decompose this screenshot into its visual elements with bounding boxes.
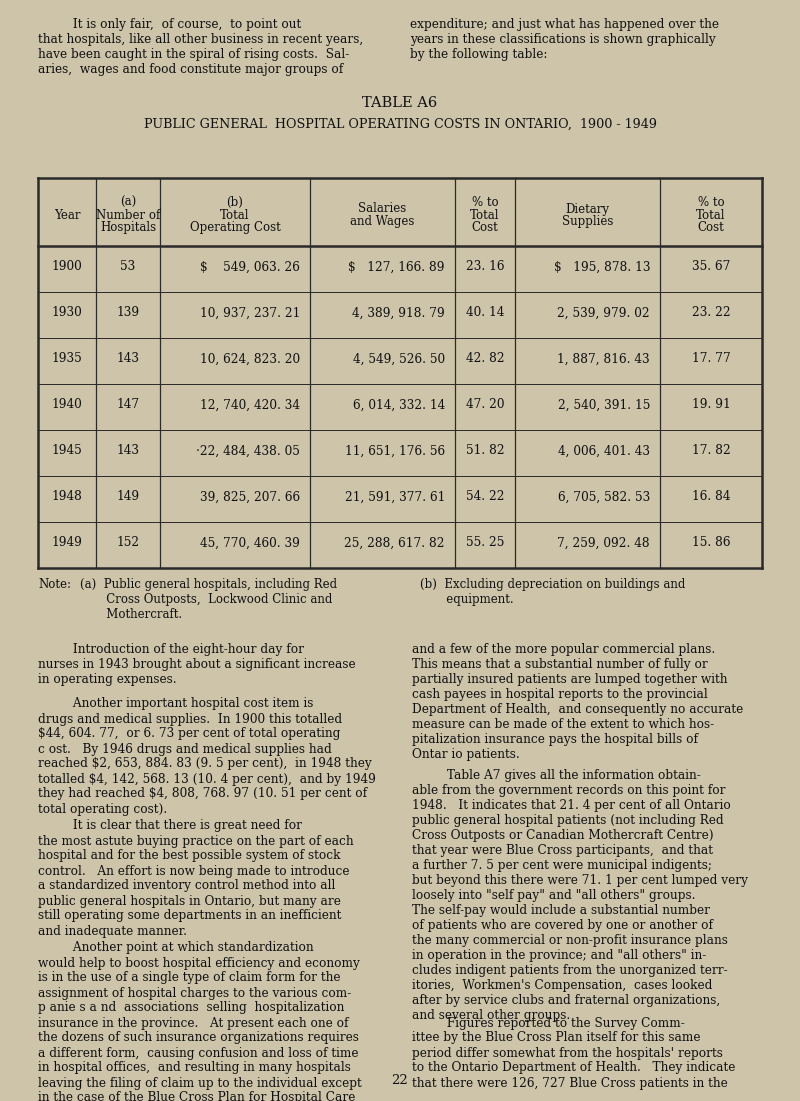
Text: Number of: Number of (96, 209, 160, 221)
Text: 45, 770, 460. 39: 45, 770, 460. 39 (200, 536, 300, 549)
Text: Supplies: Supplies (562, 215, 613, 228)
Text: Total: Total (220, 209, 250, 221)
Text: 12, 740, 420. 34: 12, 740, 420. 34 (200, 399, 300, 412)
Text: 147: 147 (117, 399, 139, 412)
Text: Another point at which standardization
would help to boost hospital efficiency a: Another point at which standardization w… (38, 941, 362, 1101)
Text: 42. 82: 42. 82 (466, 352, 504, 366)
Text: 143: 143 (117, 352, 139, 366)
Text: 139: 139 (117, 306, 139, 319)
Text: $    549, 063. 26: $ 549, 063. 26 (200, 261, 300, 273)
Text: 1900: 1900 (52, 261, 82, 273)
Text: 25, 288, 617. 82: 25, 288, 617. 82 (345, 536, 445, 549)
Text: 23. 22: 23. 22 (692, 306, 730, 319)
Text: 1949: 1949 (51, 536, 82, 549)
Text: Salaries: Salaries (358, 203, 406, 216)
Text: TABLE A6: TABLE A6 (362, 96, 438, 110)
Text: % to: % to (698, 196, 724, 209)
Text: 1945: 1945 (52, 445, 82, 458)
Text: 1935: 1935 (52, 352, 82, 366)
Text: 53: 53 (120, 261, 136, 273)
Text: 10, 937, 237. 21: 10, 937, 237. 21 (200, 306, 300, 319)
Text: 149: 149 (117, 491, 139, 503)
Text: 4, 006, 401. 43: 4, 006, 401. 43 (558, 445, 650, 458)
Text: 54. 22: 54. 22 (466, 491, 504, 503)
Text: 22: 22 (392, 1073, 408, 1087)
Text: 21, 591, 377. 61: 21, 591, 377. 61 (345, 491, 445, 503)
Text: 35. 67: 35. 67 (692, 261, 730, 273)
Text: 1, 887, 816. 43: 1, 887, 816. 43 (558, 352, 650, 366)
Text: Operating Cost: Operating Cost (190, 221, 280, 235)
Text: 10, 624, 823. 20: 10, 624, 823. 20 (200, 352, 300, 366)
Text: Cost: Cost (472, 221, 498, 235)
Text: Dietary: Dietary (566, 203, 610, 216)
Text: 4, 549, 526. 50: 4, 549, 526. 50 (353, 352, 445, 366)
Text: 4, 389, 918. 79: 4, 389, 918. 79 (352, 306, 445, 319)
Text: 17. 77: 17. 77 (692, 352, 730, 366)
Text: 23. 16: 23. 16 (466, 261, 504, 273)
Text: (b): (b) (226, 196, 243, 209)
Text: Total: Total (696, 209, 726, 221)
Text: (b)  Excluding depreciation on buildings and
       equipment.: (b) Excluding depreciation on buildings … (420, 578, 686, 606)
Text: Year: Year (54, 209, 80, 221)
Text: and Wages: and Wages (350, 215, 414, 228)
Text: 6, 014, 332. 14: 6, 014, 332. 14 (353, 399, 445, 412)
Text: Total: Total (470, 209, 500, 221)
Text: 17. 82: 17. 82 (692, 445, 730, 458)
Text: Table A7 gives all the information obtain-
able from the government records on t: Table A7 gives all the information obtai… (412, 768, 748, 1022)
Text: PUBLIC GENERAL  HOSPITAL OPERATING COSTS IN ONTARIO,  1900 - 1949: PUBLIC GENERAL HOSPITAL OPERATING COSTS … (143, 118, 657, 131)
Text: 7, 259, 092. 48: 7, 259, 092. 48 (558, 536, 650, 549)
Text: 1948: 1948 (51, 491, 82, 503)
Text: 143: 143 (117, 445, 139, 458)
Text: 55. 25: 55. 25 (466, 536, 504, 549)
Text: 11, 651, 176. 56: 11, 651, 176. 56 (345, 445, 445, 458)
Text: 1930: 1930 (52, 306, 82, 319)
Text: Cost: Cost (698, 221, 724, 235)
Text: Hospitals: Hospitals (100, 221, 156, 235)
Text: and a few of the more popular commercial plans.
This means that a substantial nu: and a few of the more popular commercial… (412, 643, 743, 761)
Text: 16. 84: 16. 84 (692, 491, 730, 503)
Text: 2, 540, 391. 15: 2, 540, 391. 15 (558, 399, 650, 412)
Text: expenditure; and just what has happened over the
years in these classifications : expenditure; and just what has happened … (410, 18, 719, 61)
Text: Note:: Note: (38, 578, 71, 591)
Text: 19. 91: 19. 91 (692, 399, 730, 412)
Text: It is clear that there is great need for
the most astute buying practice on the : It is clear that there is great need for… (38, 819, 354, 937)
Text: % to: % to (472, 196, 498, 209)
Text: ·22, 484, 438. 05: ·22, 484, 438. 05 (196, 445, 300, 458)
Text: $   195, 878. 13: $ 195, 878. 13 (554, 261, 650, 273)
Text: It is only fair,  of course,  to point out
that hospitals, like all other busine: It is only fair, of course, to point out… (38, 18, 363, 76)
Text: $   127, 166. 89: $ 127, 166. 89 (349, 261, 445, 273)
Text: Another important hospital cost item is
drugs and medical supplies.  In 1900 thi: Another important hospital cost item is … (38, 698, 376, 816)
Text: 51. 82: 51. 82 (466, 445, 504, 458)
Text: 40. 14: 40. 14 (466, 306, 504, 319)
Text: 39, 825, 207. 66: 39, 825, 207. 66 (200, 491, 300, 503)
Text: 6, 705, 582. 53: 6, 705, 582. 53 (558, 491, 650, 503)
Text: (a)  Public general hospitals, including Red
       Cross Outposts,  Lockwood Cl: (a) Public general hospitals, including … (80, 578, 337, 621)
Text: 1940: 1940 (52, 399, 82, 412)
Text: 15. 86: 15. 86 (692, 536, 730, 549)
Text: Introduction of the eight-hour day for
nurses in 1943 brought about a significan: Introduction of the eight-hour day for n… (38, 643, 356, 686)
Text: 47. 20: 47. 20 (466, 399, 504, 412)
Text: 152: 152 (117, 536, 139, 549)
Text: Figures reported to the Survey Comm-
ittee by the Blue Cross Plan itself for thi: Figures reported to the Survey Comm- itt… (412, 1016, 735, 1090)
Text: 2, 539, 979. 02: 2, 539, 979. 02 (558, 306, 650, 319)
Text: (a): (a) (120, 196, 136, 209)
